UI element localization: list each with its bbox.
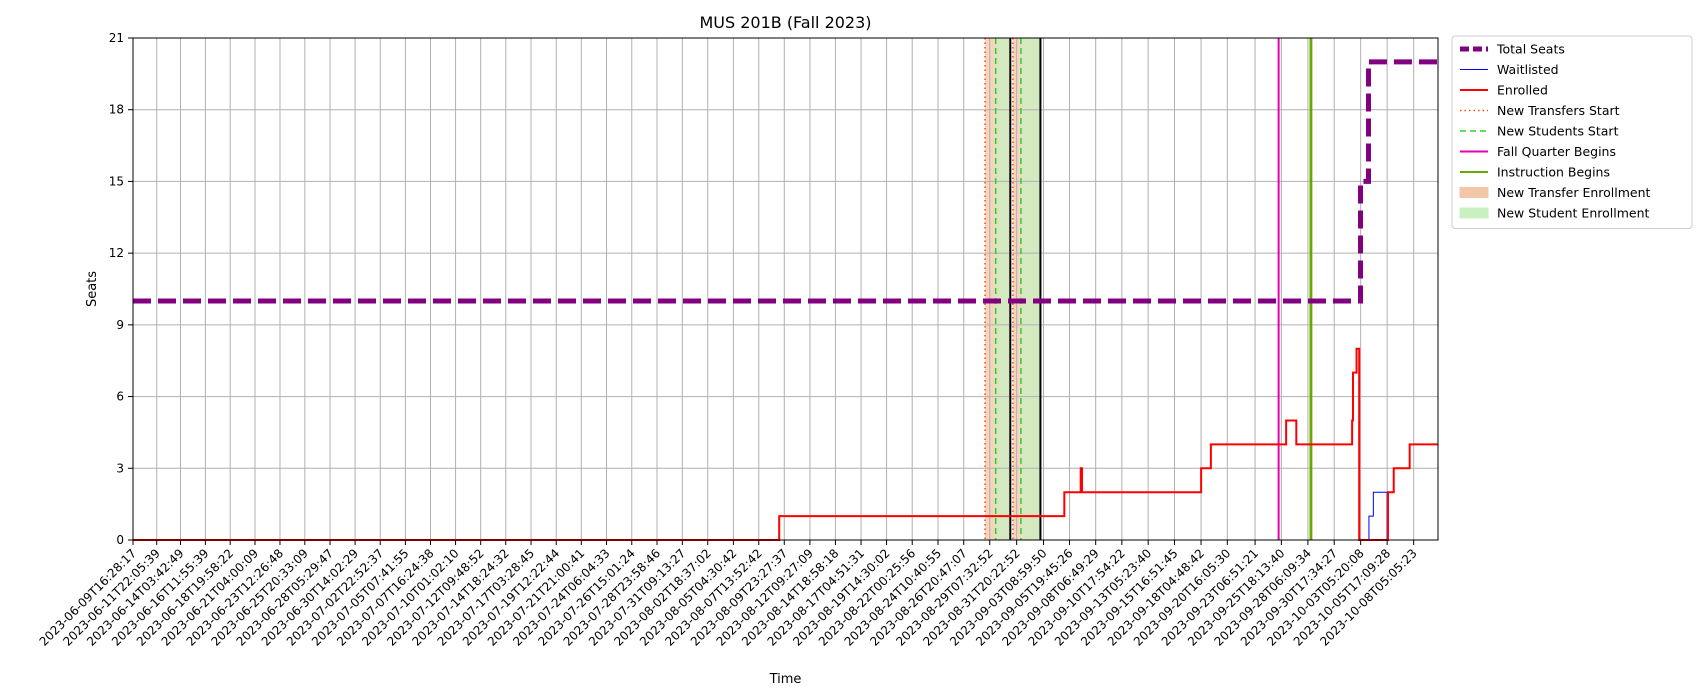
x-axis-label: Time [769,672,802,687]
enrollment-span [1020,38,1041,540]
chart-title: MUS 201B (Fall 2023) [699,13,871,32]
y-tick-label: 21 [109,31,124,45]
y-axis-label: Seats [85,271,100,307]
legend: Total Seats Waitlisted Enrolled New Transfe… [1451,35,1693,229]
enrollment-span [995,38,1011,540]
legend-label: New Transfer Enrollment [1497,185,1651,200]
legend-swatch [1459,207,1489,219]
y-tick-label: 6 [116,390,124,404]
series-line-enrolled [133,347,1438,541]
grid [132,37,1438,541]
legend-label: Instruction Begins [1497,165,1610,180]
plot-frame [132,37,1439,541]
y-tick-label: 0 [116,533,124,547]
legend-label: Enrolled [1497,83,1548,98]
x-axis-ticks: 2023-06-09T16:28:172023-06-11T22:05:3920… [37,540,1420,649]
y-tick-label: 18 [109,103,124,117]
y-tick-label: 15 [109,174,124,188]
legend-swatch [1459,187,1489,198]
y-tick-label: 3 [116,461,124,475]
series-line-total-seats [133,59,1438,304]
y-tick-label: 12 [109,246,124,260]
legend-label: New Transfers Start [1497,103,1620,118]
legend-label: New Student Enrollment [1497,206,1649,221]
legend-label: Fall Quarter Begins [1497,144,1616,159]
legend-label: Waitlisted [1497,62,1559,77]
y-axis-ticks: 0 3 6 9 12 15 18 21 [109,31,133,547]
legend-label: New Students Start [1497,124,1619,139]
y-tick-label: 9 [116,318,124,332]
event-lines [984,38,1313,540]
legend-label: Total Seats [1496,42,1565,57]
shaded-spans [985,38,1041,540]
legend-box [1451,35,1693,229]
